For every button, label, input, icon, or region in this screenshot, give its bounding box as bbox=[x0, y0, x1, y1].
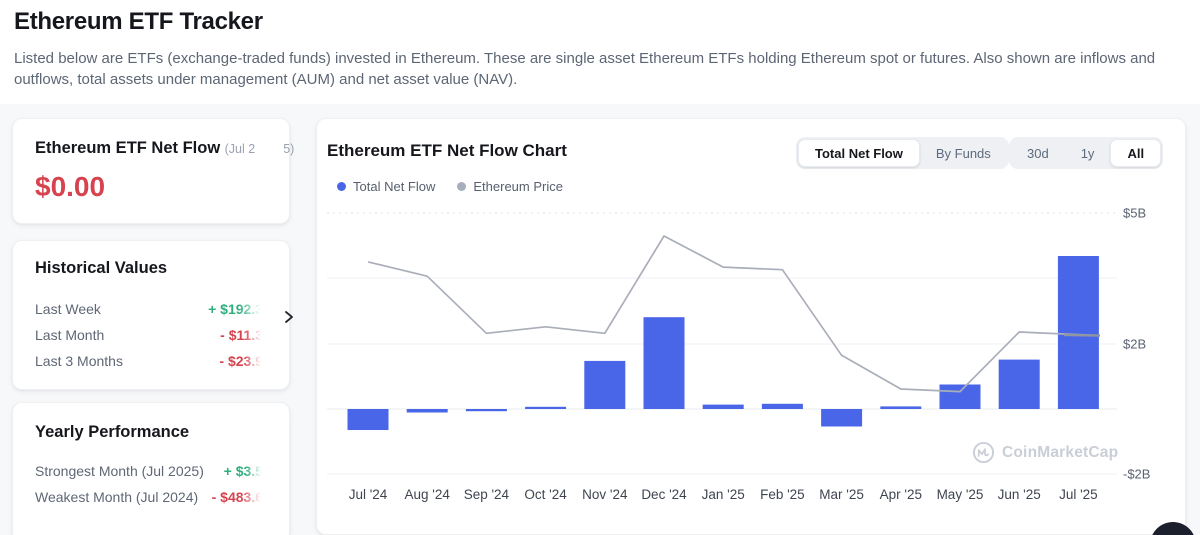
netflow-bar-Mar25[interactable] bbox=[821, 409, 863, 427]
yearly-performance-rows: Strongest Month (Jul 2025) + $3.5 Weakest … bbox=[35, 458, 263, 510]
net-flow-card-title: Ethereum ETF Net Flow bbox=[35, 139, 221, 157]
netflow-bar-Feb25[interactable] bbox=[761, 403, 803, 409]
historical-label: Last Month bbox=[35, 327, 105, 343]
legend-label: Total Net Flow bbox=[353, 179, 436, 194]
coinmarketcap-logo-icon bbox=[972, 441, 995, 464]
netflow-bar-Dec24[interactable] bbox=[643, 317, 685, 409]
historical-row: Last Month - $11.3 bbox=[35, 322, 263, 348]
x-axis-tick: Dec '24 bbox=[641, 487, 687, 502]
page-description: Listed below are ETFs (exchange-traded f… bbox=[14, 50, 1156, 88]
historical-label: Last 3 Months bbox=[35, 353, 123, 369]
netflow-bar-May25[interactable] bbox=[939, 384, 981, 410]
legend-dot-icon bbox=[457, 182, 467, 191]
historical-value: - $23.9 bbox=[219, 353, 263, 369]
legend-dot-icon bbox=[337, 182, 346, 191]
y-axis-tick: $2B bbox=[1123, 336, 1147, 352]
chart-range-toggle: 30d 1y All bbox=[1009, 137, 1164, 169]
net-flow-card: Ethereum ETF Net Flow (Jul 2 5) $0.00 bbox=[12, 118, 294, 224]
x-axis-tick: Jan '25 bbox=[701, 487, 745, 502]
floating-action-button[interactable] bbox=[1150, 522, 1196, 535]
netflow-bar-Nov24[interactable] bbox=[584, 360, 626, 409]
legend-label: Ethereum Price bbox=[473, 179, 563, 194]
yearly-performance-title: Yearly Performance bbox=[35, 423, 190, 441]
netflow-bar-Aug24[interactable] bbox=[406, 409, 448, 413]
x-axis-tick: Nov '24 bbox=[582, 487, 628, 502]
x-axis-tick: Mar '25 bbox=[819, 487, 864, 502]
yearly-performance-card: Yearly Performance Strongest Month (Jul … bbox=[12, 402, 290, 535]
ethereum-price-line[interactable] bbox=[367, 235, 1101, 393]
watermark-text: CoinMarketCap bbox=[1002, 443, 1119, 461]
historical-values-rows: Last Week + $192.3 Last Month - $11.3 Last 3… bbox=[35, 296, 263, 374]
yearly-row: Weakest Month (Jul 2024) - $483.6 bbox=[35, 484, 263, 510]
netflow-bar-Jan25[interactable] bbox=[702, 404, 744, 409]
chart-view-toggle: Total Net Flow By Funds bbox=[796, 137, 1009, 169]
net-flow-chart-plot[interactable] bbox=[317, 119, 1187, 519]
net-flow-date: (Jul 2 5) bbox=[224, 142, 295, 156]
toggle-total-net-flow[interactable]: Total Net Flow bbox=[798, 139, 920, 167]
yearly-label: Strongest Month (Jul 2025) bbox=[35, 463, 204, 479]
x-axis-tick: Jul '24 bbox=[348, 487, 388, 502]
x-axis-tick: Jun '25 bbox=[997, 487, 1041, 502]
range-1y[interactable]: 1y bbox=[1065, 139, 1111, 167]
historical-values-title: Historical Values bbox=[35, 259, 168, 277]
historical-label: Last Week bbox=[35, 301, 101, 317]
yearly-row: Strongest Month (Jul 2025) + $3.5 bbox=[35, 458, 263, 484]
historical-expand-button[interactable] bbox=[278, 307, 300, 329]
page-title: Ethereum ETF Tracker bbox=[14, 8, 263, 35]
chevron-right-icon bbox=[285, 310, 293, 323]
historical-row: Last Week + $192.3 bbox=[35, 296, 263, 322]
price-line-end-marker bbox=[1063, 333, 1101, 337]
y-axis-tick: $5B bbox=[1123, 205, 1147, 221]
x-axis-tick: Oct '24 bbox=[524, 487, 567, 502]
netflow-bar-Apr25[interactable] bbox=[880, 406, 922, 409]
netflow-bar-Jul25[interactable] bbox=[1057, 256, 1099, 409]
range-30d[interactable]: 30d bbox=[1011, 139, 1065, 167]
x-axis-tick: Jul '25 bbox=[1059, 487, 1098, 502]
yearly-label: Weakest Month (Jul 2024) bbox=[35, 489, 199, 505]
legend-item[interactable]: Ethereum Price bbox=[457, 179, 563, 194]
historical-value: + $192.3 bbox=[208, 301, 263, 317]
net-flow-chart-card: Ethereum ETF Net Flow Chart Total Net Fl… bbox=[316, 118, 1186, 535]
legend-item[interactable]: Total Net Flow bbox=[337, 179, 435, 194]
toggle-by-funds[interactable]: By Funds bbox=[920, 139, 1007, 167]
yearly-value: + $3.5 bbox=[223, 463, 263, 479]
x-axis-tick: Apr '25 bbox=[879, 487, 922, 502]
historical-value: - $11.3 bbox=[220, 327, 263, 343]
netflow-bar-Oct24[interactable] bbox=[525, 406, 567, 409]
netflow-bar-Jul24[interactable] bbox=[347, 409, 389, 430]
x-axis-tick: Aug '24 bbox=[404, 487, 450, 502]
range-all[interactable]: All bbox=[1110, 139, 1162, 167]
x-axis-tick: Feb '25 bbox=[760, 487, 805, 502]
chart-legend: Total Net Flow Ethereum Price bbox=[337, 179, 563, 194]
x-axis-tick: Sep '24 bbox=[463, 487, 510, 502]
netflow-bar-Sep24[interactable] bbox=[465, 409, 507, 412]
chart-title: Ethereum ETF Net Flow Chart bbox=[327, 141, 567, 160]
watermark: CoinMarketCap bbox=[972, 441, 1118, 464]
historical-row: Last 3 Months - $23.9 bbox=[35, 348, 263, 374]
historical-values-card: Historical Values Last Week + $192.3 Last … bbox=[12, 240, 293, 390]
x-axis-tick: May '25 bbox=[936, 487, 984, 502]
yearly-value: - $483.6 bbox=[211, 489, 263, 505]
netflow-bar-Jun25[interactable] bbox=[998, 359, 1040, 409]
net-flow-value: $0.00 bbox=[35, 171, 106, 202]
y-axis-tick: -$2B bbox=[1123, 466, 1151, 482]
